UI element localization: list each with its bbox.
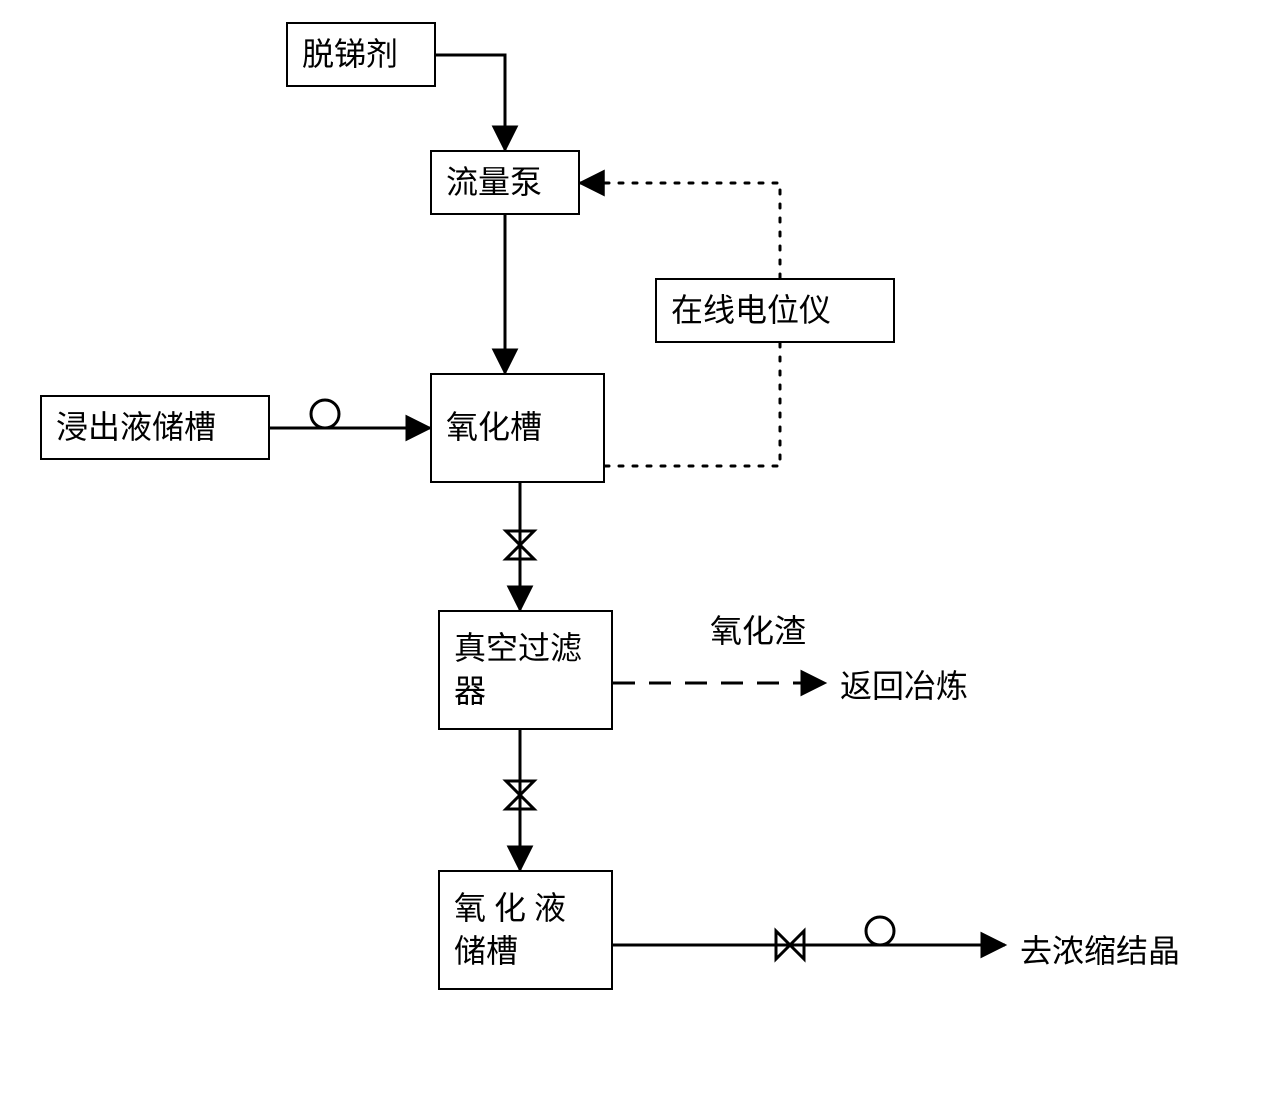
edge-deantimony-to-pump — [436, 55, 505, 150]
edge-potentiometer-to-oxidation — [605, 343, 780, 466]
label-text: 氧化渣 — [710, 613, 806, 649]
node-deantimony: 脱锑剂 — [286, 22, 436, 87]
label-to-concentrate: 去浓缩结晶 — [1020, 930, 1180, 973]
node-oxidation-tank: 氧化槽 — [430, 373, 605, 483]
node-label: 脱锑剂 — [302, 33, 398, 76]
node-potentiometer: 在线电位仪 — [655, 278, 895, 343]
node-ox-liquid-tank: 氧 化 液 储槽 — [438, 870, 613, 990]
label-text: 返回冶炼 — [840, 668, 968, 704]
node-label: 氧 化 液 储槽 — [454, 887, 566, 973]
edge-potentiometer-to-pump — [580, 183, 780, 278]
node-flow-pump: 流量泵 — [430, 150, 580, 215]
label-text: 去浓缩结晶 — [1020, 933, 1180, 969]
node-label: 氧化槽 — [446, 406, 542, 449]
pump-icon — [866, 917, 894, 945]
label-return-smelt: 返回冶炼 — [840, 665, 968, 708]
pump-icon — [311, 400, 339, 428]
node-label: 在线电位仪 — [671, 289, 831, 332]
node-label: 浸出液储槽 — [56, 406, 216, 449]
node-leach-tank: 浸出液储槽 — [40, 395, 270, 460]
node-label: 流量泵 — [446, 161, 542, 204]
node-vacuum-filter: 真空过滤 器 — [438, 610, 613, 730]
flowchart-stage: 浸出液储槽 脱锑剂 流量泵 氧化槽 在线电位仪 真空过滤 器 氧 化 液 储槽 … — [0, 0, 1275, 1110]
node-label: 真空过滤 器 — [454, 627, 582, 713]
label-ox-slag: 氧化渣 — [710, 610, 806, 653]
